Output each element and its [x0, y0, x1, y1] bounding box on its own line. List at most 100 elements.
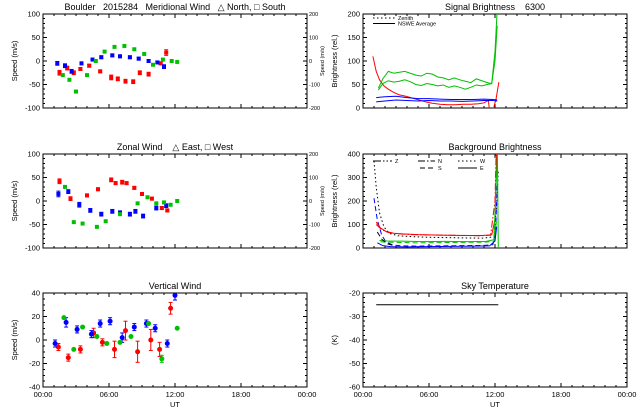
data-point: [63, 184, 67, 189]
data-point: [93, 59, 98, 63]
y2-tick-label: -100: [309, 83, 320, 89]
y2-tick-label: -200: [309, 246, 320, 252]
data-point: [69, 69, 74, 74]
data-point: [118, 212, 122, 217]
y-tick-label: 0: [36, 57, 40, 66]
data-point: [55, 61, 60, 66]
data-point: [140, 191, 144, 196]
series-meridional-green: [60, 43, 180, 94]
data-point: [103, 219, 108, 224]
data-point: [118, 54, 122, 59]
data-point: [87, 63, 92, 68]
data-point: [131, 79, 136, 84]
data-point: [67, 77, 72, 82]
series-bg-red-solid: [375, 154, 498, 237]
data-point: [74, 326, 80, 332]
legend-label: NSWE Average: [398, 22, 436, 28]
legend-label: E: [480, 166, 484, 172]
data-point: [132, 185, 137, 190]
data-point: [94, 224, 99, 229]
data-point: [135, 201, 140, 206]
axis-ticks: [362, 292, 628, 388]
data-point: [79, 61, 84, 66]
data-point: [145, 195, 150, 200]
series-meridional-blue: [55, 53, 166, 74]
data-line: [377, 25, 498, 91]
series-bg-black-dotted: [373, 161, 499, 239]
data-point: [124, 181, 129, 186]
series-blue-upper: [376, 95, 498, 101]
data-point: [60, 73, 65, 78]
y2-tick-label: 0: [309, 59, 312, 65]
data-point: [157, 346, 163, 352]
chart-title: Zonal Wind △ East, □ West: [117, 142, 234, 152]
y-tick-label: -20: [29, 359, 40, 368]
axis-frame: [42, 13, 308, 109]
data-point: [160, 57, 165, 62]
data-point: [88, 208, 93, 213]
series-zenith-red-fall: [372, 56, 490, 108]
axis-frame: [42, 292, 308, 388]
data-point: [119, 335, 125, 341]
y2-tick-label: 100: [309, 176, 318, 182]
y-tick-label: 50: [32, 33, 40, 42]
x-tick-label: 00:00: [354, 390, 373, 399]
data-point: [68, 196, 73, 201]
y-tick-label: -40: [349, 336, 360, 345]
data-point: [158, 61, 163, 66]
x-tick-label: 00:00: [298, 390, 317, 399]
data-point: [154, 201, 159, 206]
data-point: [78, 66, 83, 71]
data-point: [110, 53, 115, 58]
data-point: [88, 331, 94, 337]
series-vertical-blue: [52, 293, 178, 348]
data-point: [164, 50, 169, 55]
data-point: [57, 179, 62, 184]
y-tick-label: -30: [349, 312, 360, 321]
data-point: [146, 59, 151, 63]
series-green-upper: [377, 14, 498, 89]
x-tick-label: 18:00: [552, 390, 571, 399]
series-zonal-green: [63, 184, 180, 229]
data-point: [112, 346, 117, 352]
data-point: [102, 49, 107, 54]
series-zenith-red-rise: [493, 82, 500, 108]
data-point: [65, 66, 70, 71]
panel-signal-brightness: 0 50 100 150 200 Brightness (rel.) Signal Brig…: [330, 2, 628, 113]
y-tick-label: 40: [32, 289, 40, 298]
series-bg-green-dashed: [380, 219, 498, 244]
y2-tick-label: 200: [309, 152, 318, 158]
y-tick-label: 400: [347, 150, 360, 159]
data-point: [55, 344, 61, 350]
series-layer: [55, 43, 180, 94]
data-line: [372, 56, 490, 108]
series-bg-blue-dashed: [373, 184, 498, 247]
y-tick-label: -40: [29, 383, 40, 392]
data-line: [373, 184, 498, 247]
data-point: [175, 59, 180, 64]
y-tick-label: -50: [349, 359, 360, 368]
x-axis-label: UT: [170, 400, 180, 409]
data-point: [117, 339, 123, 345]
y-tick-label: 100: [27, 10, 40, 19]
data-point: [110, 209, 115, 214]
y-tick-label: 200: [347, 10, 360, 19]
chart-title: Background Brightness: [448, 142, 542, 152]
x-tick-label: 00:00: [34, 390, 53, 399]
y-axis-label: Brightness (rel.): [330, 174, 339, 227]
y-tick-label: 50: [352, 80, 360, 89]
data-point: [155, 60, 160, 65]
data-point: [94, 333, 100, 339]
y-tick-label: 0: [356, 244, 360, 253]
y-tick-label: -50: [29, 220, 40, 229]
y-tick-label: 0: [356, 104, 360, 113]
data-point: [99, 55, 104, 60]
y-tick-label: 20: [32, 312, 40, 321]
legend-label: Z: [395, 159, 399, 165]
x-tick-label: 00:00: [618, 390, 637, 399]
data-point: [122, 43, 127, 48]
x-axis-label: UT: [490, 400, 500, 409]
data-point: [80, 221, 85, 226]
